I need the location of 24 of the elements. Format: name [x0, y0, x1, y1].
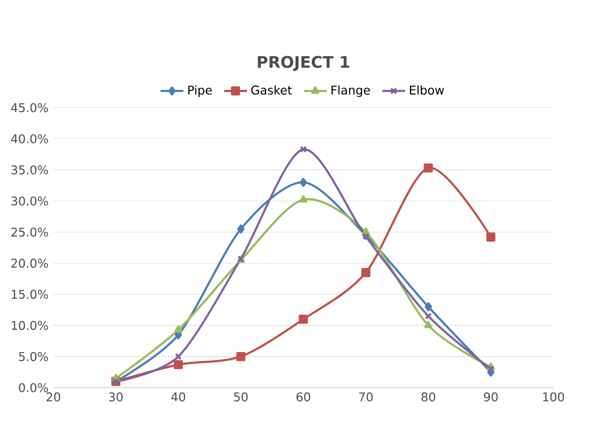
x-tick-label: 80	[422, 392, 436, 402]
legend-label: Flange	[332, 85, 370, 97]
x-tick-label: 50	[234, 392, 248, 402]
y-tick-label: 30.0%	[11, 196, 48, 206]
x-tick-label: 20	[46, 392, 60, 402]
y-tick-label: 0.0%	[18, 383, 48, 392]
y-tick-label: 15.0%	[12, 290, 48, 299]
y-tick-label: 25.0%	[11, 228, 48, 237]
y-tick-label: 5.0%	[19, 352, 48, 362]
chart-title: PROJECT 1	[258, 56, 350, 71]
legend-label: Gasket	[251, 85, 292, 95]
x-tick-label: 60	[296, 392, 310, 402]
y-tick-label: 20.0%	[11, 258, 48, 268]
legend-label: Pipe	[188, 85, 212, 97]
x-tick-label: 90	[484, 392, 498, 402]
x-tick-label: 30	[109, 392, 123, 402]
x-tick-label: 70	[359, 392, 373, 402]
y-tick-label: 40.0%	[11, 134, 48, 144]
legend-label: Elbow	[410, 85, 444, 95]
y-tick-label: 35.0%	[11, 165, 48, 174]
x-tick-label: 40	[171, 392, 186, 402]
y-tick-label: 10.0%	[12, 320, 48, 330]
x-tick-label: 100	[543, 392, 564, 402]
y-tick-label: 45.0%	[11, 103, 48, 112]
